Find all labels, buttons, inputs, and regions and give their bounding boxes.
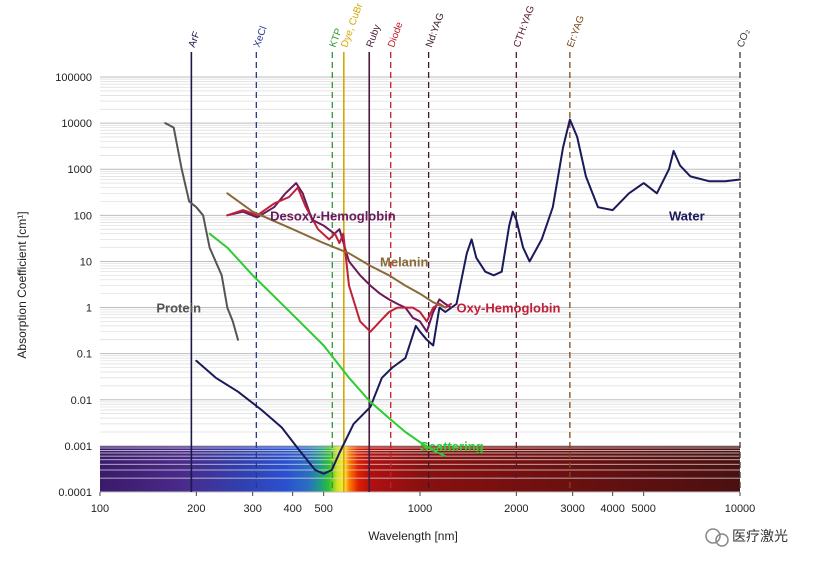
- x-axis-label: Wavelength [nm]: [368, 529, 458, 543]
- x-tick-label: 4000: [600, 503, 624, 515]
- series-label: Protein: [156, 301, 201, 316]
- x-tick-label: 400: [283, 503, 301, 515]
- y-tick-label: 0.0001: [58, 487, 92, 499]
- y-tick-label: 100: [74, 210, 92, 222]
- series-line: [226, 182, 452, 333]
- laser-label: Diode: [386, 20, 405, 49]
- laser-label: XeCl: [252, 25, 270, 49]
- y-tick-label: 1: [86, 303, 92, 315]
- series-line: [208, 232, 447, 458]
- x-tick-label: 2000: [504, 503, 528, 515]
- laser-label: CTH:YAG: [512, 4, 537, 49]
- series-label: Water: [669, 208, 705, 223]
- grid: [100, 76, 740, 493]
- spectrum-rect: [100, 445, 740, 492]
- x-tick-label: 100: [91, 503, 109, 515]
- x-tick-label: 200: [187, 503, 205, 515]
- laser-label: Ruby: [365, 23, 383, 49]
- series-label: Oxy-Hemoglobin: [456, 301, 560, 316]
- axis-ticks: 100 200 300 400 500 1000 2000 3000 4000 5000 10000…: [55, 72, 755, 515]
- laser-label: CO₂: [735, 27, 752, 49]
- laser-label: Er:YAG: [565, 14, 587, 49]
- y-tick-label: 0.001: [64, 441, 92, 453]
- y-tick-label: 0.01: [71, 395, 92, 407]
- y-tick-label: 100000: [55, 72, 92, 84]
- y-tick-label: 10: [80, 256, 92, 268]
- x-tick-label: 500: [314, 503, 332, 515]
- y-tick-label: 10000: [61, 118, 92, 130]
- series-line: [195, 118, 741, 475]
- series-label: Scattering: [420, 439, 484, 454]
- x-tick-label: 1000: [408, 503, 432, 515]
- y-tick-label: 0.1: [77, 349, 92, 361]
- laser-label: Nd:YAG: [424, 11, 447, 49]
- series-labels: Water Desoxy-Hemoglobin Oxy-Hemoglobin Mela…: [156, 208, 704, 454]
- x-tick-label: 5000: [631, 503, 655, 515]
- visible-spectrum-band: [100, 445, 740, 492]
- series-line: [226, 192, 447, 309]
- laser-label: Dye, CuBr: [339, 1, 365, 49]
- series-line: [164, 122, 239, 341]
- series-curves: [164, 118, 741, 475]
- y-axis-label: Absorption Coefficient [cm¹]: [15, 211, 29, 358]
- y-tick-label: 1000: [68, 164, 92, 176]
- series-label: Melanin: [380, 254, 428, 269]
- x-tick-label: 10000: [725, 503, 756, 515]
- x-tick-label: 300: [243, 503, 261, 515]
- series-label: Desoxy-Hemoglobin: [270, 208, 396, 223]
- wechat-icon: [705, 528, 729, 547]
- series-line: [226, 186, 452, 333]
- laser-label: ArF: [187, 30, 203, 49]
- watermark: 医疗激光: [705, 528, 788, 547]
- watermark-text: 医疗激光: [732, 528, 788, 545]
- x-tick-label: 3000: [560, 503, 584, 515]
